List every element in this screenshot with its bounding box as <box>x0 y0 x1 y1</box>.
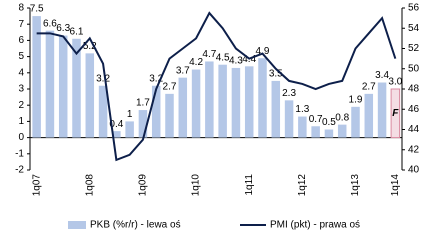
y-tick-label: 7 <box>18 19 24 30</box>
value-label: 3.4 <box>375 70 389 81</box>
bar <box>258 58 267 138</box>
y-tick-label: 4 <box>18 67 24 78</box>
bar <box>231 67 241 138</box>
y2-tick-label: 46 <box>408 104 420 115</box>
value-label: 6.6 <box>43 18 57 29</box>
value-label: 6.1 <box>70 26 84 37</box>
y2-tick-label: 50 <box>408 63 420 74</box>
value-label: 1 <box>127 109 133 120</box>
bar <box>151 85 161 138</box>
x-tick-label: 1q12 <box>297 174 308 197</box>
value-label: 4.2 <box>189 57 203 68</box>
line <box>36 11 397 162</box>
x-tick-label: 1q07 <box>31 174 42 197</box>
forecast-marker: F <box>392 108 399 119</box>
x-tick-label: 1q13 <box>350 174 361 197</box>
x-tick-label: 1q09 <box>138 174 149 197</box>
bar <box>218 64 227 138</box>
value-label: 0.4 <box>109 119 123 130</box>
bar <box>311 126 320 138</box>
value-label: 2.3 <box>282 88 296 99</box>
value-label: 0.8 <box>335 112 349 123</box>
value-label: 4.5 <box>216 52 230 63</box>
y-tick-label: 3 <box>18 84 24 95</box>
y-tick-label: -1 <box>15 148 24 159</box>
x-tick-label: 1q10 <box>191 174 202 197</box>
value-label: 3.7 <box>176 65 190 76</box>
bar <box>324 129 334 138</box>
value-label: 3.5 <box>269 69 283 80</box>
legend-swatch <box>68 221 86 229</box>
value-label: 6.3 <box>56 23 70 34</box>
y2-tick-label: 56 <box>408 3 420 14</box>
bar <box>125 121 134 138</box>
bar <box>165 93 174 138</box>
x-tick-label: 1q08 <box>84 174 95 197</box>
bar <box>244 66 254 138</box>
bar <box>298 116 307 138</box>
value-label: 7.5 <box>30 4 44 15</box>
value-label: 4.3 <box>229 56 243 67</box>
value-label: 4.7 <box>202 49 216 60</box>
value-label: 0.7 <box>309 114 323 125</box>
value-label: 3.2 <box>149 73 163 84</box>
bar <box>112 131 121 138</box>
x-tick-label: 1q11 <box>244 174 255 196</box>
value-label: 3.2 <box>96 73 110 84</box>
bar <box>205 61 214 138</box>
legend-label: PMI (pkt) - prawa oś <box>270 220 360 231</box>
bar <box>364 93 374 138</box>
legend-label: PKB (%r/r) - lewa oś <box>90 220 181 231</box>
y-tick-label: 6 <box>18 35 24 46</box>
y2-tick-label: 54 <box>408 23 420 34</box>
bar <box>337 124 347 138</box>
bar <box>58 35 68 138</box>
y-tick-label: 1 <box>18 116 24 127</box>
value-label: 3.0 <box>388 77 402 88</box>
bar <box>85 53 95 138</box>
bar <box>377 82 387 138</box>
bar <box>284 100 294 138</box>
y2-tick-label: 48 <box>408 84 420 95</box>
bar <box>98 85 108 138</box>
bar <box>138 110 148 138</box>
bar <box>271 80 281 138</box>
value-label: 0.5 <box>322 117 336 128</box>
bar <box>45 30 55 138</box>
bar <box>390 88 401 139</box>
value-label: 1.7 <box>136 98 150 109</box>
y2-tick-label: 44 <box>408 124 420 135</box>
bar <box>178 77 188 138</box>
bar <box>351 106 360 138</box>
y-tick-label: 0 <box>18 132 24 143</box>
y-tick-label: 8 <box>18 3 24 14</box>
bar <box>32 16 41 138</box>
value-label: 1.9 <box>349 94 363 105</box>
y-tick-label: 2 <box>18 100 24 111</box>
y-tick-label: 5 <box>18 51 24 62</box>
value-label: 1.3 <box>295 104 309 115</box>
y-tick-label: -2 <box>15 165 24 176</box>
value-label: 4.9 <box>256 46 270 57</box>
y2-tick-label: 40 <box>408 165 420 176</box>
y2-tick-label: 52 <box>408 43 420 54</box>
y2-tick-label: 42 <box>408 144 420 155</box>
value-label: 5.2 <box>83 41 97 52</box>
value-label: 2.7 <box>362 82 376 93</box>
value-label: 2.7 <box>163 82 177 93</box>
x-tick-label: 1q14 <box>390 174 401 197</box>
bar <box>72 38 81 138</box>
bar <box>191 69 201 138</box>
